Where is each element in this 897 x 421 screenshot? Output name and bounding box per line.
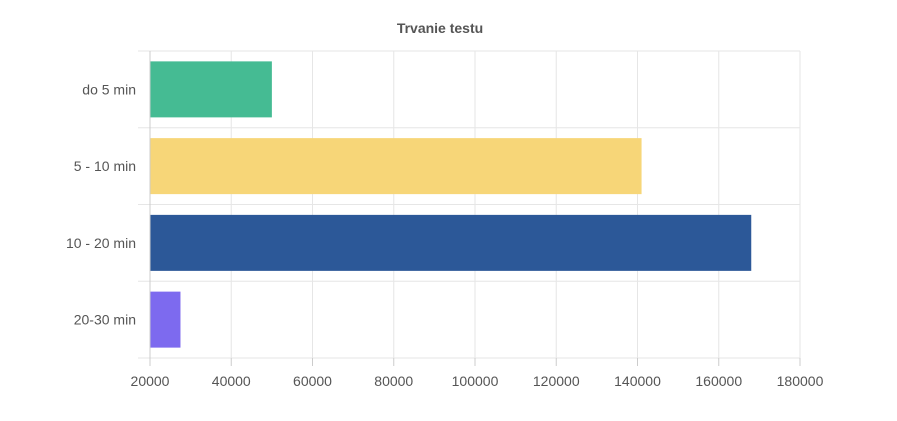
- x-tick-label: 140000: [614, 373, 661, 389]
- bar-1: [150, 61, 272, 118]
- bar-4: [150, 291, 181, 348]
- bar-3: [150, 214, 752, 271]
- chart-title: Trvanie testu: [397, 20, 483, 36]
- y-category-label: do 5 min: [82, 81, 136, 97]
- x-tick-label: 20000: [131, 373, 170, 389]
- bars: [150, 61, 752, 348]
- y-category-label: 10 - 20 min: [66, 235, 136, 251]
- bar-2: [150, 138, 642, 195]
- x-tick-label: 180000: [777, 373, 824, 389]
- x-tick-label: 100000: [452, 373, 499, 389]
- x-tick-label: 60000: [293, 373, 332, 389]
- x-tick-label: 160000: [695, 373, 742, 389]
- y-category-label: 5 - 10 min: [74, 158, 136, 174]
- x-tick-label: 40000: [212, 373, 251, 389]
- x-tick-label: 80000: [374, 373, 413, 389]
- y-category-label: 20-30 min: [74, 312, 136, 328]
- tick-labels: 20000 40000 60000 80000 100000 120000 140000 16…: [66, 81, 824, 389]
- axes: [149, 51, 801, 366]
- gridlines: [138, 50, 801, 359]
- x-tick-label: 120000: [533, 373, 580, 389]
